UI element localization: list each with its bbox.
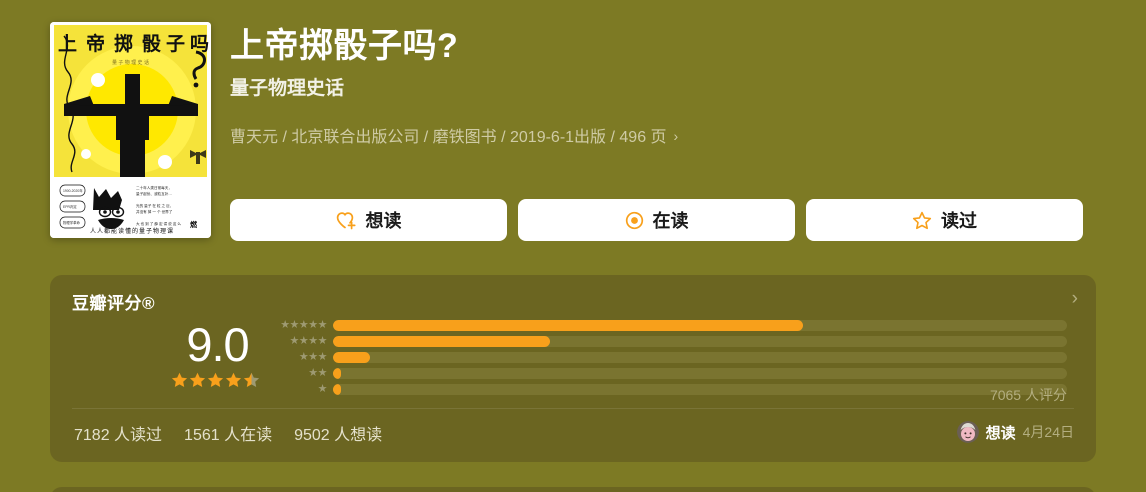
svg-text:EPR判定: EPR判定 bbox=[63, 204, 77, 209]
action-buttons: 想读 在读 读过 bbox=[230, 199, 1083, 241]
svg-text:量子起伏、波粒互补…: 量子起伏、波粒互补… bbox=[136, 191, 172, 196]
svg-text:物理学革命: 物理学革命 bbox=[63, 220, 81, 225]
book-metadata[interactable]: 曹天元 / 北京联合出版公司 / 磨铁图书 / 2019-6-1出版 / 496… bbox=[230, 126, 678, 149]
distribution-row: ★★★★★ bbox=[277, 319, 1067, 331]
distribution-fill-2 bbox=[333, 367, 342, 379]
svg-text:大 也 到 了 薛 定 谔 说 这 么: 大 也 到 了 薛 定 谔 说 这 么 bbox=[136, 221, 181, 226]
rating-score: 9.0 bbox=[186, 318, 249, 371]
heart-plus-icon bbox=[336, 211, 357, 230]
svg-text:人人都能读懂的量子物理课: 人人都能读懂的量子物理课 bbox=[90, 227, 174, 235]
svg-text:骰: 骰 bbox=[142, 33, 161, 55]
stat-read[interactable]: 7182 人读过 bbox=[74, 427, 163, 444]
rating-count: 7065 人评分 bbox=[989, 387, 1067, 403]
want-to-read-button[interactable]: 想读 bbox=[230, 199, 507, 241]
svg-text:并没有 掉 一 个 世界了: 并没有 掉 一 个 世界了 bbox=[136, 209, 173, 214]
distribution-row: ★★★ bbox=[277, 351, 1067, 363]
svg-text:帝: 帝 bbox=[86, 32, 105, 55]
distribution-row: ★ bbox=[277, 383, 1067, 395]
distribution-track-3 bbox=[333, 351, 1067, 363]
svg-text:吗: 吗 bbox=[190, 34, 209, 55]
read-button[interactable]: 读过 bbox=[806, 199, 1083, 241]
rating-card-title: 豆瓣评分® bbox=[72, 294, 156, 313]
book-metadata-text: 曹天元 / 北京联合出版公司 / 磨铁图书 / 2019-6-1出版 / 496… bbox=[230, 129, 667, 146]
last-activity[interactable]: 想读 4月24日 bbox=[956, 421, 1074, 443]
rating-distribution: ★★★★★ ★★★★ ★★★ ★★ ★ bbox=[277, 319, 1067, 399]
last-activity-date: 4月24日 bbox=[1022, 424, 1074, 440]
rating-card[interactable]: 豆瓣评分® › 9.0 ★★★★★ bbox=[50, 275, 1096, 462]
bullseye-icon bbox=[625, 211, 644, 230]
stat-reading[interactable]: 1561 人在读 bbox=[184, 427, 273, 444]
distribution-fill-1 bbox=[333, 383, 342, 395]
book-subtitle: 量子物理史话 bbox=[230, 78, 345, 99]
star-outline-icon bbox=[912, 211, 932, 230]
distribution-fill-4 bbox=[333, 335, 550, 347]
last-activity-label: 想读 bbox=[985, 424, 1016, 442]
book-cover[interactable]: 上帝掷 骰子吗 量 子 物 理 史 话 bbox=[50, 22, 211, 238]
distribution-track-4 bbox=[333, 335, 1067, 347]
reading-label: 在读 bbox=[652, 211, 689, 231]
want-to-read-label: 想读 bbox=[365, 211, 402, 231]
distribution-track-5 bbox=[333, 319, 1067, 331]
distribution-fill-3 bbox=[333, 351, 370, 363]
distribution-stars-3: ★★★ bbox=[298, 351, 328, 363]
svg-text:燃: 燃 bbox=[189, 220, 198, 229]
svg-text:二十年人类日常每天，: 二十年人类日常每天， bbox=[136, 185, 172, 190]
distribution-stars-2: ★★ bbox=[308, 367, 327, 379]
next-card-peek[interactable] bbox=[50, 487, 1096, 492]
book-cover-art: 上帝掷 骰子吗 量 子 物 理 史 话 bbox=[50, 22, 211, 238]
distribution-track-2 bbox=[333, 367, 1067, 379]
page-title: 上帝掷骰子吗? bbox=[230, 27, 459, 65]
svg-text:掷: 掷 bbox=[114, 32, 133, 55]
distribution-stars-1: ★ bbox=[317, 383, 328, 395]
stat-want-to-read[interactable]: 9502 人想读 bbox=[294, 427, 383, 444]
svg-text:1900-2020年: 1900-2020年 bbox=[63, 188, 83, 193]
read-label: 读过 bbox=[941, 211, 977, 231]
reading-stats: 7182 人读过 1561 人在读 9502 人想读 bbox=[74, 421, 382, 445]
distribution-row: ★★★★ bbox=[277, 335, 1067, 347]
chevron-right-icon[interactable]: › bbox=[1071, 288, 1078, 309]
distribution-track-1 bbox=[333, 383, 1067, 395]
distribution-stars-5: ★★★★★ bbox=[280, 319, 327, 331]
book-header: 上帝掷 骰子吗 量 子 物 理 史 话 bbox=[50, 22, 1083, 241]
distribution-stars-4: ★★★★ bbox=[289, 335, 328, 347]
reading-button[interactable]: 在读 bbox=[518, 199, 795, 241]
score-block: 9.0 bbox=[160, 319, 275, 390]
rating-stars bbox=[160, 372, 275, 390]
svg-text:量 子 物 理 史 话: 量 子 物 理 史 话 bbox=[112, 59, 149, 66]
svg-text:子: 子 bbox=[166, 34, 185, 55]
distribution-row: ★★ bbox=[277, 367, 1067, 379]
divider bbox=[72, 408, 1074, 409]
avatar[interactable] bbox=[956, 421, 979, 443]
chevron-right-icon: › bbox=[673, 128, 679, 144]
distribution-fill-5 bbox=[333, 319, 803, 331]
svg-text:上: 上 bbox=[58, 33, 77, 55]
svg-text:光的 量子 在 粒 之 巨，: 光的 量子 在 粒 之 巨， bbox=[136, 203, 173, 208]
